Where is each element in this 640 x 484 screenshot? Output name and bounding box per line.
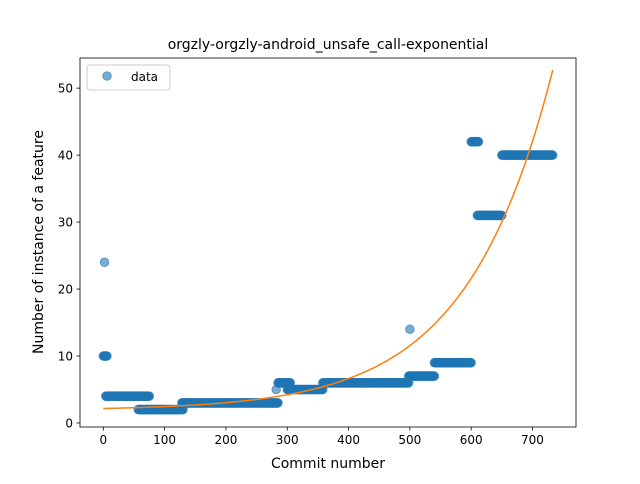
x-tick-label: 700 [521,433,544,447]
data-point [272,385,281,394]
y-tick-label: 50 [58,81,73,95]
x-tick-label: 400 [337,433,360,447]
legend: data [87,65,170,90]
x-tick-label: 500 [398,433,421,447]
data-point [100,258,109,267]
data-point [274,399,283,408]
legend-label: data [131,70,158,84]
x-tick-label: 300 [276,433,299,447]
y-axis-label: Number of instance of a feature [31,130,47,354]
x-tick-label: 200 [214,433,237,447]
y-tick-label: 0 [65,416,73,430]
x-tick-label: 600 [460,433,483,447]
chart-title: orgzly-orgzly-android_unsafe_call-expone… [168,37,489,53]
y-tick-label: 40 [58,148,73,162]
y-tick-label: 20 [58,282,73,296]
y-tick-label: 10 [58,349,73,363]
data-point [474,137,483,146]
y-tick-label: 30 [58,215,73,229]
data-point [430,372,439,381]
data-point [145,392,154,401]
data-point [406,325,415,334]
data-point [467,358,476,367]
x-tick-label: 0 [99,433,107,447]
data-point [548,151,557,160]
x-tick-label: 100 [153,433,176,447]
x-axis-label: Commit number [271,456,385,472]
data-point [103,352,112,361]
legend-marker [103,72,112,81]
